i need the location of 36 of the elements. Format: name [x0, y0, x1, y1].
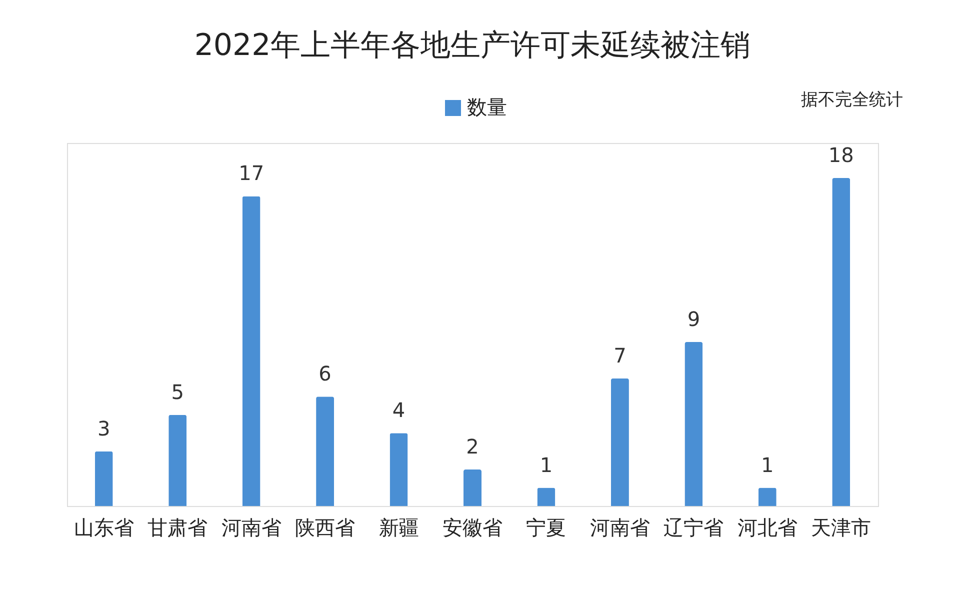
data-label: 6 — [318, 362, 332, 386]
bar — [537, 488, 556, 506]
bar — [242, 196, 260, 506]
data-label: 1 — [761, 452, 774, 477]
data-label: 7 — [614, 343, 626, 368]
legend-label: 数量 — [467, 95, 507, 119]
bar — [390, 433, 408, 506]
bar — [832, 178, 850, 506]
text: 据不完全统计 — [801, 90, 903, 110]
x-tick-label: 宁夏 — [526, 516, 566, 540]
x-tick-label: 河南省 — [221, 516, 282, 540]
x-tick-label: 辽宁省 — [664, 516, 724, 540]
x-tick-label: 河北省 — [737, 516, 798, 540]
data-label: 4 — [392, 398, 406, 422]
data-label: 5 — [171, 380, 184, 404]
bar — [758, 488, 776, 506]
x-tick-label: 山东省 — [74, 516, 134, 540]
data-label: 3 — [97, 416, 110, 440]
x-tick-label: 安徽省 — [442, 516, 502, 540]
bar — [684, 342, 703, 506]
x-tick-label: 天津市 — [811, 516, 872, 540]
bar — [610, 378, 629, 506]
x-tick-label: 新疆 — [378, 516, 419, 540]
x-tick-label: 陕西省 — [295, 516, 356, 540]
bar — [316, 396, 334, 506]
bar — [168, 414, 187, 506]
data-label: 18 — [828, 143, 854, 167]
x-tick-label: 甘肃省 — [148, 516, 208, 540]
data-label: 1 — [540, 452, 553, 477]
data-label: 2 — [466, 434, 479, 459]
data-label: 17 — [238, 161, 264, 186]
chart-title: 2022年上半年各地生产许可未延续被注销 — [194, 28, 751, 63]
data-label: 9 — [687, 307, 700, 331]
bar — [94, 451, 113, 506]
x-tick-label: 河南省 — [590, 516, 650, 540]
bar — [464, 470, 482, 506]
